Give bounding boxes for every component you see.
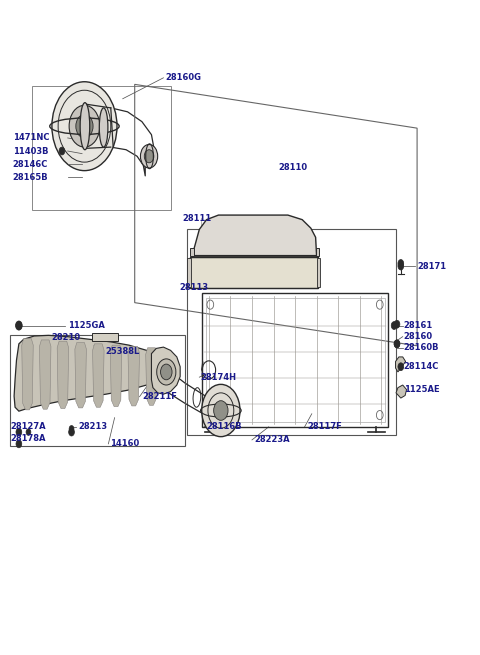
Polygon shape	[317, 258, 321, 287]
Text: 28174H: 28174H	[201, 373, 237, 382]
Circle shape	[15, 321, 22, 330]
Circle shape	[69, 105, 100, 147]
Circle shape	[144, 150, 154, 163]
Text: 28165B: 28165B	[12, 173, 48, 181]
Polygon shape	[146, 348, 157, 405]
Polygon shape	[93, 344, 104, 407]
Text: 28160G: 28160G	[166, 73, 202, 83]
Circle shape	[16, 440, 22, 448]
Text: 25388L: 25388L	[105, 346, 139, 356]
Circle shape	[141, 145, 157, 168]
Polygon shape	[110, 345, 122, 407]
Text: 28160: 28160	[404, 332, 433, 341]
Circle shape	[214, 401, 228, 421]
Polygon shape	[75, 343, 86, 408]
Circle shape	[69, 428, 74, 436]
Ellipse shape	[80, 103, 90, 150]
Text: 28161: 28161	[404, 321, 433, 330]
Bar	[187, 229, 396, 436]
Circle shape	[398, 259, 404, 267]
Polygon shape	[14, 335, 163, 411]
Text: 28171: 28171	[417, 261, 446, 271]
Circle shape	[202, 384, 240, 437]
Polygon shape	[190, 248, 194, 255]
Text: 28223A: 28223A	[254, 436, 290, 445]
Text: 28146C: 28146C	[12, 160, 48, 168]
Text: 28117F: 28117F	[307, 422, 342, 432]
Circle shape	[59, 147, 65, 155]
Circle shape	[391, 322, 397, 329]
Circle shape	[394, 320, 400, 328]
Text: 28113: 28113	[179, 283, 208, 292]
Circle shape	[76, 115, 93, 138]
Polygon shape	[396, 357, 406, 372]
Bar	[10, 335, 185, 447]
Text: 28160B: 28160B	[404, 343, 439, 352]
Bar	[190, 257, 318, 288]
Polygon shape	[316, 248, 320, 255]
Polygon shape	[22, 339, 33, 410]
Polygon shape	[396, 385, 407, 398]
Text: 28114C: 28114C	[404, 362, 439, 371]
Text: 28110: 28110	[278, 163, 307, 172]
Circle shape	[26, 429, 31, 436]
Bar	[190, 257, 318, 288]
Circle shape	[160, 364, 172, 380]
Text: 14160: 14160	[110, 440, 139, 448]
Circle shape	[394, 340, 400, 348]
Text: 11403B: 11403B	[12, 147, 48, 155]
Text: 28127A: 28127A	[10, 422, 46, 432]
Text: 1471NC: 1471NC	[12, 134, 49, 142]
Bar	[205, 298, 384, 422]
Polygon shape	[92, 333, 118, 341]
Text: 28178A: 28178A	[10, 434, 46, 443]
Polygon shape	[187, 258, 191, 287]
Polygon shape	[192, 215, 317, 255]
Text: 1125AE: 1125AE	[404, 385, 439, 394]
Polygon shape	[39, 340, 51, 409]
Text: 28211F: 28211F	[142, 392, 177, 402]
Text: 28210: 28210	[51, 333, 80, 342]
Circle shape	[398, 262, 404, 270]
Circle shape	[157, 359, 176, 385]
Text: 28213: 28213	[79, 422, 108, 432]
Polygon shape	[57, 341, 69, 409]
Text: 28116B: 28116B	[206, 422, 242, 432]
Circle shape	[398, 363, 404, 371]
Circle shape	[16, 428, 22, 436]
Circle shape	[394, 340, 400, 348]
Text: 1125GA: 1125GA	[68, 321, 105, 330]
Circle shape	[69, 426, 74, 432]
Polygon shape	[152, 347, 180, 394]
Bar	[202, 293, 388, 427]
Circle shape	[16, 322, 22, 329]
Polygon shape	[128, 346, 140, 406]
Circle shape	[52, 82, 117, 171]
Text: 28111: 28111	[182, 214, 212, 223]
Ellipse shape	[99, 108, 108, 147]
